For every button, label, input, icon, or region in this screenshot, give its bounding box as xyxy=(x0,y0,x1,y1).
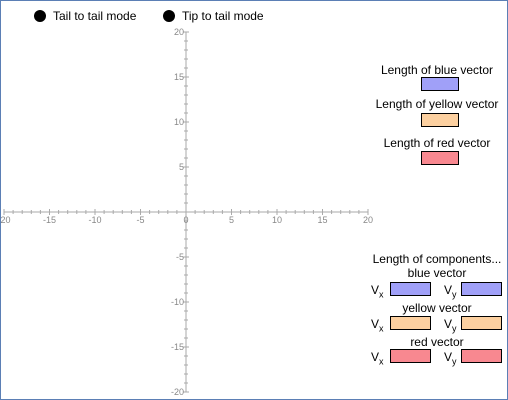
y-tick-label: 5 xyxy=(179,162,184,172)
tail-to-tail-label: Tail to tail mode xyxy=(53,9,137,23)
x-tick-label: 10 xyxy=(272,215,282,225)
components-title: Length of components... xyxy=(372,252,502,266)
y-tick-label: -5 xyxy=(176,252,184,262)
x-tick-label: 20 xyxy=(363,215,373,225)
blue-length-field xyxy=(421,77,459,91)
red-length-field xyxy=(421,151,459,165)
y-tick-label: -10 xyxy=(171,297,184,307)
x-tick-label: -20 xyxy=(0,215,11,225)
yellow-length-label: Length of yellow vector xyxy=(375,97,499,111)
x-tick-label: 5 xyxy=(229,215,234,225)
y-tick-label: 10 xyxy=(174,117,184,127)
red-vy-label: Vy xyxy=(444,350,457,367)
red-vx-label: Vx xyxy=(371,350,384,367)
x-tick-label: 0 xyxy=(183,215,188,225)
y-tick-label: 15 xyxy=(174,72,184,82)
radio-dot-icon[interactable] xyxy=(34,10,46,22)
tip-to-tail-label: Tip to tail mode xyxy=(182,9,264,23)
blue-vy-field xyxy=(461,282,502,296)
radio-dot-icon[interactable] xyxy=(163,10,175,22)
yellow-length-field xyxy=(421,113,459,127)
yellow-vy-field xyxy=(461,316,502,330)
x-tick-label: 15 xyxy=(317,215,327,225)
x-tick-label: -15 xyxy=(43,215,56,225)
yellow-vy-label: Vy xyxy=(444,317,457,334)
tail-to-tail-mode-option[interactable]: Tail to tail mode xyxy=(34,9,136,23)
blue-length-label: Length of blue vector xyxy=(380,63,494,77)
y-tick-label: 20 xyxy=(174,27,184,37)
red-vx-field xyxy=(390,349,431,363)
blue-vx-label: Vx xyxy=(371,283,384,300)
yellow-vx-field xyxy=(390,316,431,330)
y-tick-label: -20 xyxy=(171,387,184,397)
blue-components-label: blue vector xyxy=(407,266,467,280)
red-vy-field xyxy=(461,349,502,363)
yellow-vx-label: Vx xyxy=(371,317,384,334)
red-length-label: Length of red vector xyxy=(383,136,491,150)
y-tick-label: -15 xyxy=(171,342,184,352)
blue-vy-label: Vy xyxy=(444,283,457,300)
x-tick-label: -5 xyxy=(136,215,144,225)
tip-to-tail-mode-option[interactable]: Tip to tail mode xyxy=(163,9,264,23)
blue-vx-field xyxy=(390,282,431,296)
yellow-components-label: yellow vector xyxy=(402,301,472,315)
x-tick-label: -10 xyxy=(88,215,101,225)
red-components-label: red vector xyxy=(410,335,464,349)
